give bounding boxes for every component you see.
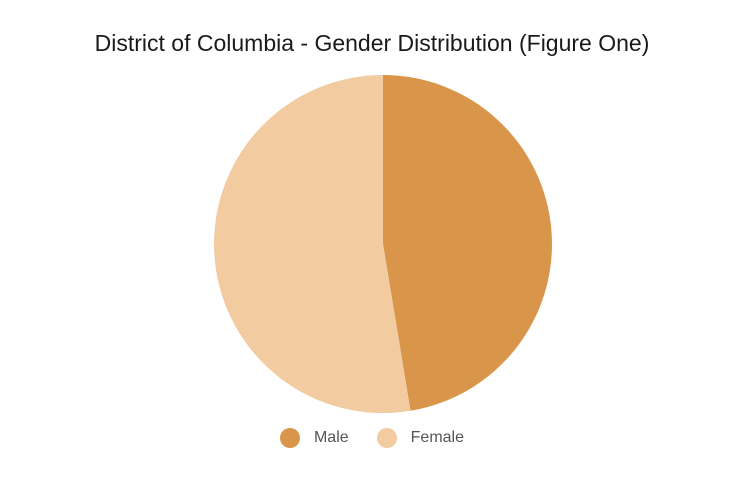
- chart-title: District of Columbia - Gender Distributi…: [94, 30, 650, 56]
- legend-label-male: Male: [313, 429, 349, 446]
- legend-label-female: Female: [410, 429, 465, 446]
- legend-item-female[interactable]: Female: [376, 428, 465, 448]
- legend-swatch-male: [279, 428, 300, 448]
- pie-slice-male[interactable]: [383, 75, 553, 411]
- chart-legend: Male Female: [0, 428, 744, 448]
- legend-item-male[interactable]: Male: [279, 428, 349, 448]
- pie-slice-female[interactable]: [214, 75, 411, 413]
- legend-swatch-female: [376, 428, 397, 448]
